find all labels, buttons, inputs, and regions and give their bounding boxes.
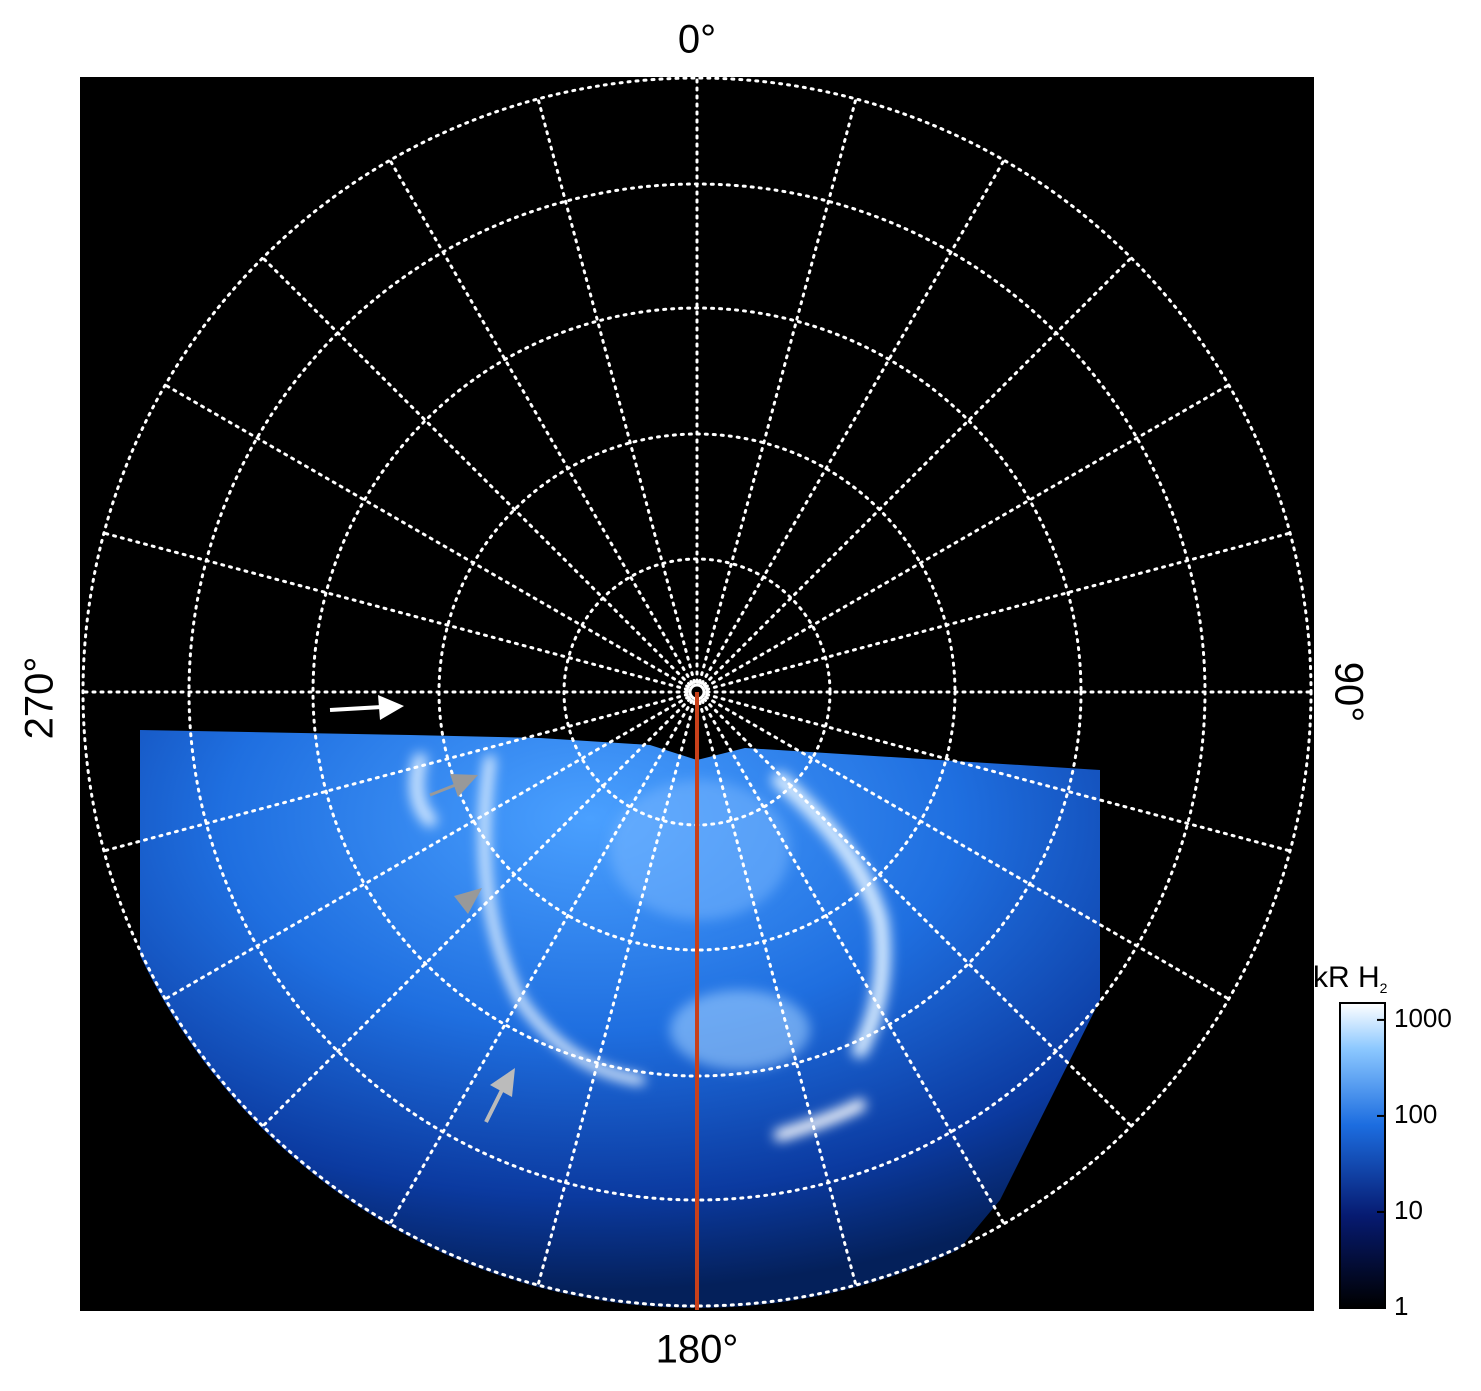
colorbar-title-subscript: 2: [1380, 980, 1388, 996]
angle-label-top: 0°: [678, 18, 716, 62]
grid-spoke: [700, 158, 1006, 685]
grid-spoke: [261, 256, 692, 687]
grid-spoke: [102, 693, 689, 853]
grid-spoke: [698, 700, 858, 1287]
grid-spoke: [702, 697, 1133, 1128]
colorbar-title: kR H2: [1313, 961, 1388, 996]
grid-spoke: [388, 158, 694, 685]
grid-spoke: [705, 531, 1292, 691]
colorbar: [1339, 1002, 1386, 1309]
colorbar-title-text: kR H: [1313, 961, 1380, 994]
colorbar-ticks: 1 10 100 1000: [1377, 1003, 1452, 1321]
grid-spoke: [700, 699, 1006, 1226]
grid-spoke: [163, 695, 690, 1001]
grid-spoke: [536, 700, 696, 1287]
angle-label-right: 90°: [1326, 662, 1370, 723]
grid-spoke: [102, 531, 689, 691]
grid-spoke: [704, 695, 1231, 1001]
grid-spoke: [163, 383, 690, 689]
grid-spoke: [705, 693, 1292, 853]
arrows: [329, 695, 515, 1123]
angle-label-left: 270°: [18, 657, 62, 740]
grid-spoke: [261, 697, 692, 1128]
angle-label-bottom: 180°: [656, 1328, 739, 1372]
grid-spoke: [698, 97, 858, 684]
colorbar-tick-label: 10: [1394, 1195, 1423, 1225]
colorbar-tick-label: 1000: [1394, 1003, 1452, 1033]
colorbar-tick-label: 1: [1394, 1291, 1408, 1321]
grid-ring: [81, 76, 1313, 1308]
grid-spoke: [704, 383, 1231, 689]
colorbar-tick-label: 100: [1394, 1099, 1437, 1129]
grid-spoke: [388, 699, 694, 1226]
grid-spoke: [536, 97, 696, 684]
grid-spoke: [702, 256, 1133, 687]
